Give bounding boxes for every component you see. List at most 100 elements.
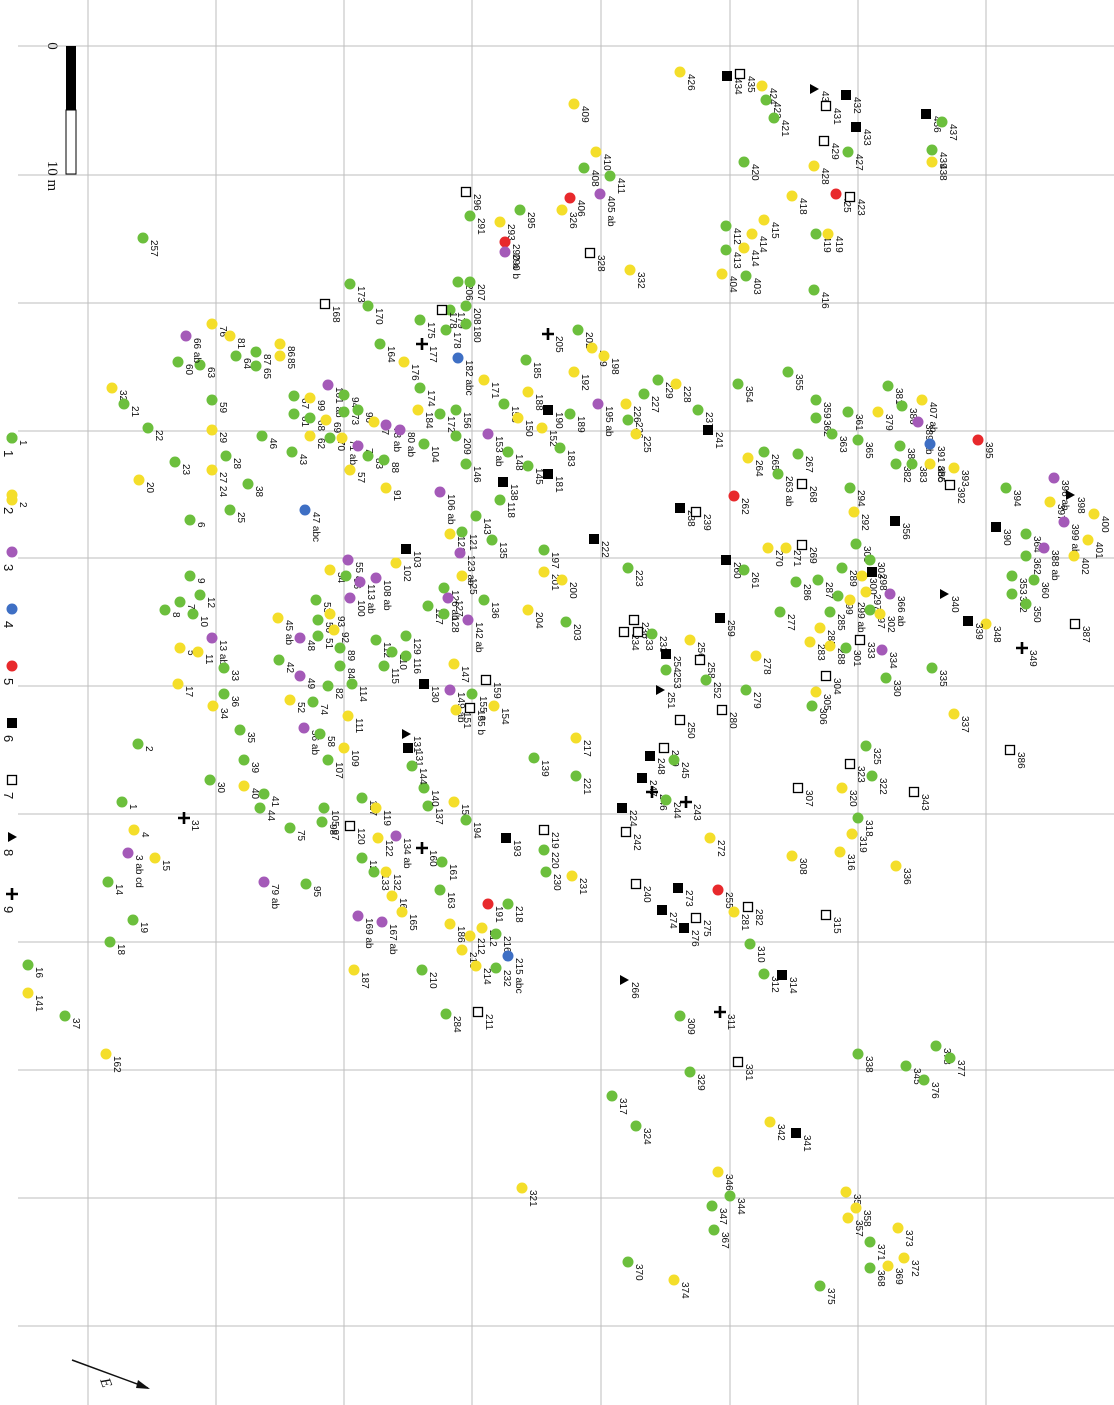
find-label: 289 — [847, 570, 858, 587]
find-yellow-dot — [834, 846, 846, 858]
find-label: 46 — [267, 438, 278, 450]
find-label: 245 — [679, 762, 690, 779]
find-green-dot — [224, 504, 236, 516]
find-yellow-dot — [304, 430, 316, 442]
find-label: 16 — [33, 967, 44, 979]
find-purple-dot — [294, 670, 306, 682]
legend-blue-dot-icon — [6, 603, 18, 615]
find-label: 50 — [323, 622, 334, 634]
find-black-square — [637, 773, 647, 783]
find-black-square — [501, 833, 511, 843]
find-label: 137 — [433, 808, 444, 825]
find-green-dot — [288, 408, 300, 420]
find-label: 271 — [791, 550, 802, 567]
find-yellow-dot — [6, 494, 18, 506]
find-green-dot — [842, 146, 854, 158]
find-purple-dot — [180, 330, 192, 342]
find-label: 278 — [761, 658, 772, 675]
find-yellow-dot — [568, 98, 580, 110]
find-black-square — [675, 503, 685, 513]
find-black-square — [890, 516, 900, 526]
find-yellow-dot — [742, 452, 754, 464]
find-label: 376 — [929, 1082, 940, 1099]
find-cross-marker — [416, 338, 428, 350]
find-green-dot — [242, 478, 254, 490]
find-label: 265 — [769, 454, 780, 471]
find-label: 359 — [821, 402, 832, 419]
find-label: 287 — [823, 582, 834, 599]
find-label: 395 — [983, 442, 994, 459]
find-yellow-dot — [444, 528, 456, 540]
find-green-dot — [184, 570, 196, 582]
find-label: 110 — [397, 654, 408, 670]
find-yellow-dot — [324, 608, 336, 620]
find-open-square — [436, 304, 448, 316]
find-label: 339 — [973, 623, 984, 640]
find-label: 36 — [229, 696, 240, 708]
find-purple-dot — [912, 416, 924, 428]
find-label: 122 — [383, 840, 394, 857]
find-label: 37 — [70, 1018, 81, 1030]
find-green-dot — [824, 606, 836, 618]
find-label: 405 ab — [605, 196, 616, 227]
find-purple-dot — [352, 910, 364, 922]
find-label: 272 — [715, 840, 726, 857]
find-open-square — [690, 506, 702, 518]
find-green-dot — [1006, 588, 1018, 600]
find-green-dot — [528, 752, 540, 764]
find-yellow-dot — [174, 642, 186, 654]
find-green-dot — [836, 562, 848, 574]
find-green-dot — [850, 538, 862, 550]
find-label: 357 — [853, 1220, 864, 1237]
find-label: 319 — [857, 836, 868, 853]
find-yellow-dot — [206, 318, 218, 330]
find-label: 206 — [463, 284, 474, 301]
find-label: 155 a — [477, 696, 488, 721]
find-black-square — [841, 90, 851, 100]
find-label: 95 — [311, 886, 322, 898]
find-yellow-dot — [670, 378, 682, 390]
find-green-dot — [307, 696, 319, 708]
find-yellow-dot — [892, 1222, 904, 1234]
scale-label-end: 10 m — [44, 161, 60, 192]
find-green-dot — [646, 628, 658, 640]
find-yellow-dot — [370, 802, 382, 814]
find-label: 132 — [391, 874, 402, 891]
find-label: 430 — [819, 91, 830, 108]
find-green-dot — [132, 738, 144, 750]
find-label: 343 — [919, 794, 930, 811]
find-label: 193 — [511, 840, 522, 857]
find-blue-dot — [502, 950, 514, 962]
find-label: 86 — [285, 346, 296, 358]
find-green-dot — [604, 170, 616, 182]
find-green-dot — [324, 432, 336, 444]
find-yellow-dot — [386, 890, 398, 902]
find-green-dot — [238, 754, 250, 766]
find-black-square — [645, 751, 655, 761]
find-label: 326 — [567, 212, 578, 229]
find-triangle-marker — [1066, 490, 1075, 500]
find-label: 54 — [335, 572, 346, 584]
find-green-dot — [304, 412, 316, 424]
find-open-square — [820, 670, 832, 682]
find-green-dot — [127, 914, 139, 926]
find-label: 178 — [447, 312, 458, 329]
find-label: 88 — [389, 462, 400, 474]
find-label: 9 — [195, 578, 206, 584]
find-yellow-dot — [328, 624, 340, 636]
find-purple-dot — [258, 876, 270, 888]
find-green-dot — [356, 792, 368, 804]
find-label: 273 — [683, 890, 694, 907]
find-label: 269 — [807, 547, 818, 564]
find-green-dot — [560, 616, 572, 628]
find-yellow-dot — [810, 686, 822, 698]
find-label: 231 — [577, 878, 588, 895]
find-label: 57 — [355, 472, 366, 484]
find-yellow-dot — [822, 228, 834, 240]
find-label: 185 — [531, 362, 542, 379]
find-label: 404 — [727, 276, 738, 293]
find-label: 3 ab cd — [133, 855, 144, 888]
find-label: 63 — [205, 367, 216, 379]
find-green-dot — [792, 448, 804, 460]
find-green-dot — [522, 460, 534, 472]
